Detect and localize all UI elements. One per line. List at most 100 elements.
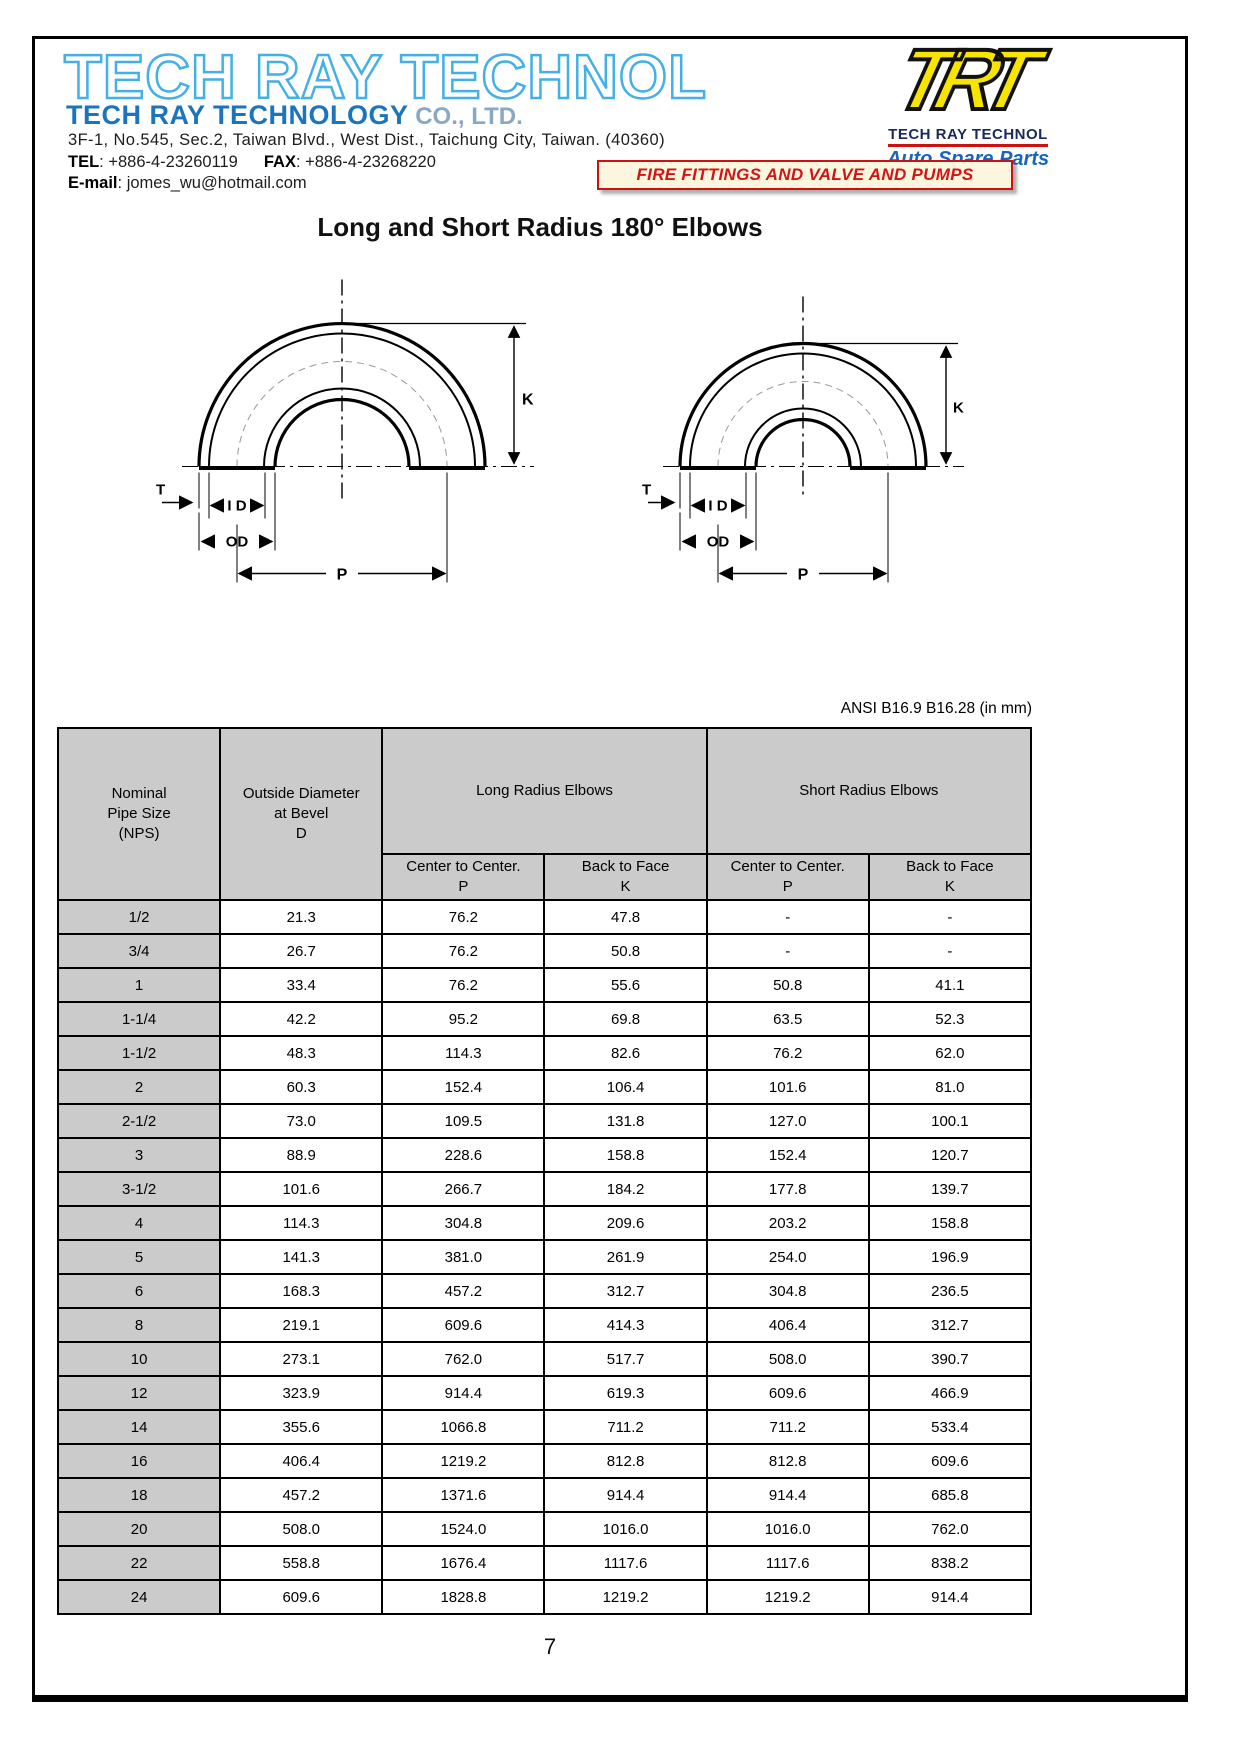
nps-cell: 4: [56, 1205, 222, 1241]
header-sr-back-to-face: Back to Face K: [867, 853, 1033, 901]
value-cell: 82.6: [543, 1035, 708, 1071]
value-cell: 1371.6: [381, 1477, 546, 1513]
company-name: TECH RAY TECHNOLOGY: [66, 100, 409, 130]
value-cell: 323.9: [219, 1375, 384, 1411]
value-cell: 609.6: [219, 1579, 384, 1615]
value-cell: 517.7: [543, 1341, 708, 1377]
nps-cell: 20: [56, 1511, 222, 1547]
value-cell: 609.6: [381, 1307, 546, 1343]
nps-cell: 1-1/2: [56, 1035, 222, 1071]
value-cell: 1066.8: [381, 1409, 546, 1445]
table-row: 6 168.3 457.2 312.7 304.8 236.5: [56, 1273, 1033, 1309]
value-cell: 21.3: [219, 899, 384, 935]
value-cell: 203.2: [705, 1205, 870, 1241]
value-cell: 131.8: [543, 1103, 708, 1139]
value-cell: 73.0: [219, 1103, 384, 1139]
header-nps: Nominal Pipe Size (NPS): [56, 727, 222, 901]
table-row: 1-1/4 42.2 95.2 69.8 63.5 52.3: [56, 1001, 1033, 1037]
nps-cell: 3-1/2: [56, 1171, 222, 1207]
dim-label-t: T: [642, 482, 651, 499]
value-cell: 762.0: [867, 1511, 1033, 1547]
value-cell: 76.2: [381, 967, 546, 1003]
value-cell: 508.0: [219, 1511, 384, 1547]
value-cell: 158.8: [867, 1205, 1033, 1241]
value-cell: 76.2: [705, 1035, 870, 1071]
value-cell: 33.4: [219, 967, 384, 1003]
header-long-radius-group: Long Radius Elbows: [381, 727, 708, 855]
nps-cell: 1/2: [56, 899, 222, 935]
nps-cell: 2: [56, 1069, 222, 1105]
table-row: 10 273.1 762.0 517.7 508.0 390.7: [56, 1341, 1033, 1377]
value-cell: -: [705, 933, 870, 969]
table-row: 12 323.9 914.4 619.3 609.6 466.9: [56, 1375, 1033, 1411]
value-cell: 1117.6: [705, 1545, 870, 1581]
value-cell: 1828.8: [381, 1579, 546, 1615]
value-cell: 838.2: [867, 1545, 1033, 1581]
value-cell: 55.6: [543, 967, 708, 1003]
value-cell: 558.8: [219, 1545, 384, 1581]
fax-label: FAX: [263, 153, 296, 171]
nps-cell: 6: [56, 1273, 222, 1309]
value-cell: 304.8: [381, 1205, 546, 1241]
nps-cell: 24: [56, 1579, 222, 1615]
company-suffix: CO., LTD.: [408, 103, 523, 130]
nps-cell: 14: [56, 1409, 222, 1445]
value-cell: 63.5: [705, 1001, 870, 1037]
standard-note: ANSI B16.9 B16.28 (in mm): [840, 700, 1032, 717]
value-cell: 184.2: [543, 1171, 708, 1207]
value-cell: 1117.6: [543, 1545, 708, 1581]
value-cell: 101.6: [705, 1069, 870, 1105]
value-cell: 312.7: [867, 1307, 1033, 1343]
value-cell: 100.1: [867, 1103, 1033, 1139]
nps-cell: 5: [56, 1239, 222, 1275]
company-email-line: E-mail: jomes_wu@hotmail.com: [68, 174, 307, 193]
value-cell: 47.8: [543, 899, 708, 935]
value-cell: 95.2: [381, 1001, 546, 1037]
value-cell: 254.0: [705, 1239, 870, 1275]
company-address: 3F-1, No.545, Sec.2, Taiwan Blvd., West …: [68, 131, 665, 149]
fax-value: : +886-4-23268220: [295, 153, 436, 171]
value-cell: 533.4: [867, 1409, 1033, 1445]
nps-cell: 10: [56, 1341, 222, 1377]
header-outside-diameter: Outside Diameter at Bevel D: [219, 727, 384, 901]
value-cell: 266.7: [381, 1171, 546, 1207]
table-row: 3 88.9 228.6 158.8 152.4 120.7: [56, 1137, 1033, 1173]
dim-label-k: K: [953, 400, 964, 417]
page-title: Long and Short Radius 180° Elbows: [317, 212, 763, 242]
value-cell: 127.0: [705, 1103, 870, 1139]
value-cell: 619.3: [543, 1375, 708, 1411]
value-cell: 152.4: [705, 1137, 870, 1173]
value-cell: 914.4: [867, 1579, 1033, 1615]
value-cell: 209.6: [543, 1205, 708, 1241]
table-row: 5 141.3 381.0 261.9 254.0 196.9: [56, 1239, 1033, 1275]
table-row: 3/4 26.7 76.2 50.8- -: [56, 933, 1033, 969]
value-cell: 114.3: [381, 1035, 546, 1071]
company-name-line: TECH RAY TECHNOLOGY CO., LTD.: [66, 100, 523, 131]
dim-label-p: P: [798, 567, 809, 584]
value-cell: 466.9: [867, 1375, 1033, 1411]
trt-logo-name: TECH RAY TECHNOL: [888, 126, 1048, 147]
value-cell: 109.5: [381, 1103, 546, 1139]
value-cell: 1219.2: [705, 1579, 870, 1615]
table-row: 1/2 21.3 76.2 47.8- -: [56, 899, 1033, 935]
header-sr-center-to-center: Center to Center. P: [705, 853, 870, 901]
value-cell: 120.7: [867, 1137, 1033, 1173]
value-cell: 457.2: [381, 1273, 546, 1309]
dim-label-t: T: [156, 482, 165, 499]
value-cell: 355.6: [219, 1409, 384, 1445]
value-cell: 457.2: [219, 1477, 384, 1513]
dim-label-k: K: [522, 392, 534, 409]
value-cell: 1219.2: [543, 1579, 708, 1615]
value-cell: 1016.0: [705, 1511, 870, 1547]
nps-cell: 16: [56, 1443, 222, 1479]
trt-logo: TRT TECH RAY TECHNOL Auto Spare Parts: [828, 30, 1108, 171]
value-cell: 711.2: [543, 1409, 708, 1445]
value-cell: 1016.0: [543, 1511, 708, 1547]
company-logo-wordmark: TECH RAY TECHNOL: [63, 42, 707, 114]
table-row: 14 355.6 1066.8 711.2 711.2 533.4: [56, 1409, 1033, 1445]
nps-cell: 3: [56, 1137, 222, 1173]
table-row: 16 406.4 1219.2 812.8 812.8 609.6: [56, 1443, 1033, 1479]
value-cell: 139.7: [867, 1171, 1033, 1207]
dim-label-id: I D: [708, 498, 727, 515]
